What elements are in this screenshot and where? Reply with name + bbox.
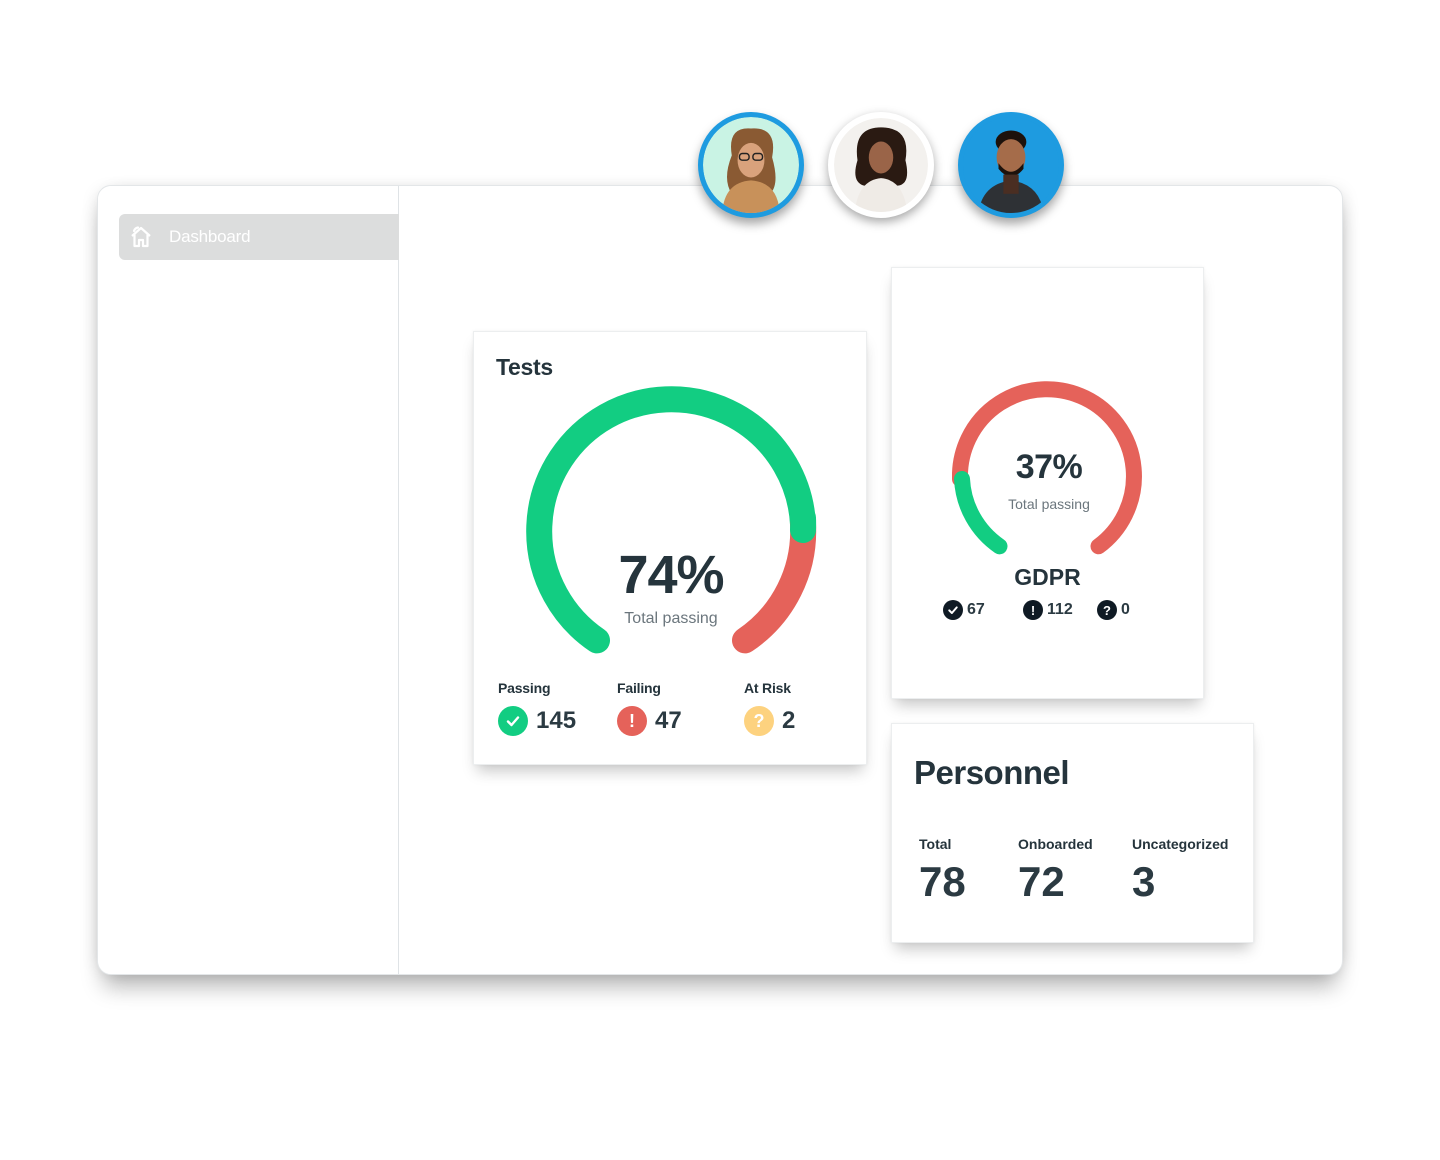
- stat-label: Failing: [617, 680, 661, 696]
- percent-label: Total passing: [1008, 496, 1090, 512]
- stat-label: Total: [919, 836, 952, 852]
- exclamation-circle-icon: !: [1023, 600, 1043, 620]
- stat-value: 112: [1047, 601, 1073, 618]
- card-title: Personnel: [914, 754, 1070, 791]
- gdpr-stat-at-risk: ? 0: [1097, 600, 1130, 620]
- personnel-stat-total: Total 78: [919, 836, 966, 906]
- stat-label: Onboarded: [1018, 836, 1093, 852]
- sidebar-item-label: Dashboard: [169, 227, 251, 246]
- personnel-stat-onboarded: Onboarded 72: [1018, 836, 1093, 906]
- stat-value: 47: [655, 707, 682, 734]
- question-circle-icon: ?: [744, 706, 774, 736]
- stat-failing: Failing ! 47: [617, 680, 682, 736]
- stat-value: 0: [1121, 601, 1130, 618]
- check-circle-icon: [498, 706, 528, 736]
- gdpr-card[interactable]: 37% Total passing GDPR 67 ! 112 ? 0: [891, 267, 1204, 699]
- stat-passing: Passing 145: [498, 680, 576, 736]
- gdpr-gauge: 37% Total passing: [951, 378, 1146, 572]
- card-title: Tests: [496, 354, 553, 380]
- avatar-man-beard[interactable]: [958, 112, 1064, 218]
- team-avatars: [698, 112, 1064, 218]
- gdpr-stat-failing: ! 112: [1023, 600, 1073, 620]
- tests-gauge: 74% Total passing: [524, 384, 818, 678]
- gdpr-stat-passing: 67: [943, 600, 985, 620]
- gauge-chart: [951, 381, 1142, 555]
- stat-label: Passing: [498, 680, 551, 696]
- stat-value: 3: [1132, 858, 1156, 905]
- percent-value: 74%: [618, 545, 724, 605]
- avatar-woman-glasses[interactable]: [698, 112, 804, 218]
- personnel-card[interactable]: Personnel Total 78 Onboarded 72 Uncatego…: [891, 723, 1254, 943]
- framework-name: GDPR: [1014, 564, 1081, 590]
- gauge-chart: [526, 386, 817, 654]
- tests-card[interactable]: Tests 74% Total passing Passing 145 Fail…: [473, 331, 867, 765]
- percent-value: 37%: [1015, 448, 1083, 486]
- sidebar-item-dashboard[interactable]: Dashboard: [119, 214, 399, 260]
- stat-at-risk: At Risk ? 2: [744, 680, 795, 736]
- stat-label: Uncategorized: [1132, 836, 1229, 852]
- stat-value: 145: [536, 707, 577, 734]
- percent-label: Total passing: [624, 610, 718, 627]
- question-circle-icon: ?: [1097, 600, 1117, 620]
- check-circle-icon: [943, 600, 963, 620]
- stat-value: 78: [919, 858, 966, 905]
- sidebar: Dashboard: [98, 186, 399, 974]
- stat-value: 67: [967, 601, 985, 618]
- exclamation-circle-icon: !: [617, 706, 647, 736]
- avatar-woman-curly[interactable]: [828, 112, 934, 218]
- personnel-stat-uncategorized: Uncategorized 3: [1132, 836, 1228, 906]
- home-icon: [131, 226, 151, 248]
- stat-value: 2: [782, 707, 796, 734]
- stat-label: At Risk: [744, 680, 791, 696]
- stat-value: 72: [1018, 858, 1065, 905]
